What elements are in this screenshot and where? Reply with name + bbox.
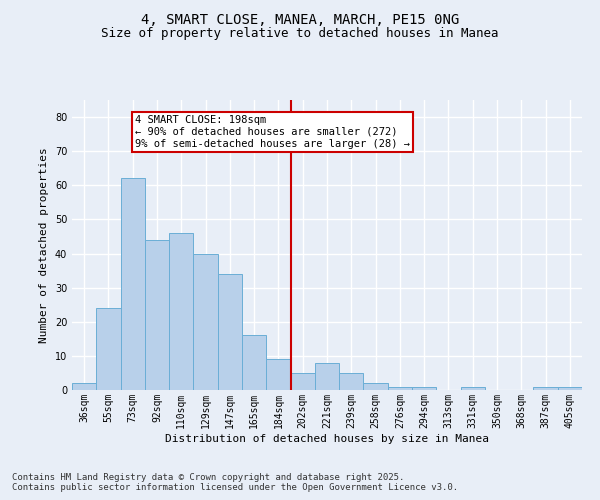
Y-axis label: Number of detached properties: Number of detached properties bbox=[39, 147, 49, 343]
Text: 4, SMART CLOSE, MANEA, MARCH, PE15 0NG: 4, SMART CLOSE, MANEA, MARCH, PE15 0NG bbox=[141, 12, 459, 26]
Bar bbox=[533, 386, 558, 390]
Bar bbox=[193, 254, 218, 390]
Bar bbox=[364, 383, 388, 390]
Bar bbox=[315, 362, 339, 390]
Bar bbox=[96, 308, 121, 390]
Bar bbox=[290, 373, 315, 390]
Bar bbox=[412, 386, 436, 390]
Bar bbox=[558, 386, 582, 390]
Bar bbox=[266, 360, 290, 390]
Bar bbox=[461, 386, 485, 390]
Bar bbox=[339, 373, 364, 390]
Bar bbox=[388, 386, 412, 390]
Bar bbox=[242, 336, 266, 390]
Bar bbox=[218, 274, 242, 390]
Bar bbox=[72, 383, 96, 390]
Bar bbox=[145, 240, 169, 390]
Text: Size of property relative to detached houses in Manea: Size of property relative to detached ho… bbox=[101, 28, 499, 40]
Text: Contains HM Land Registry data © Crown copyright and database right 2025.
Contai: Contains HM Land Registry data © Crown c… bbox=[12, 473, 458, 492]
X-axis label: Distribution of detached houses by size in Manea: Distribution of detached houses by size … bbox=[165, 434, 489, 444]
Bar bbox=[121, 178, 145, 390]
Bar bbox=[169, 233, 193, 390]
Text: 4 SMART CLOSE: 198sqm
← 90% of detached houses are smaller (272)
9% of semi-deta: 4 SMART CLOSE: 198sqm ← 90% of detached … bbox=[135, 116, 410, 148]
